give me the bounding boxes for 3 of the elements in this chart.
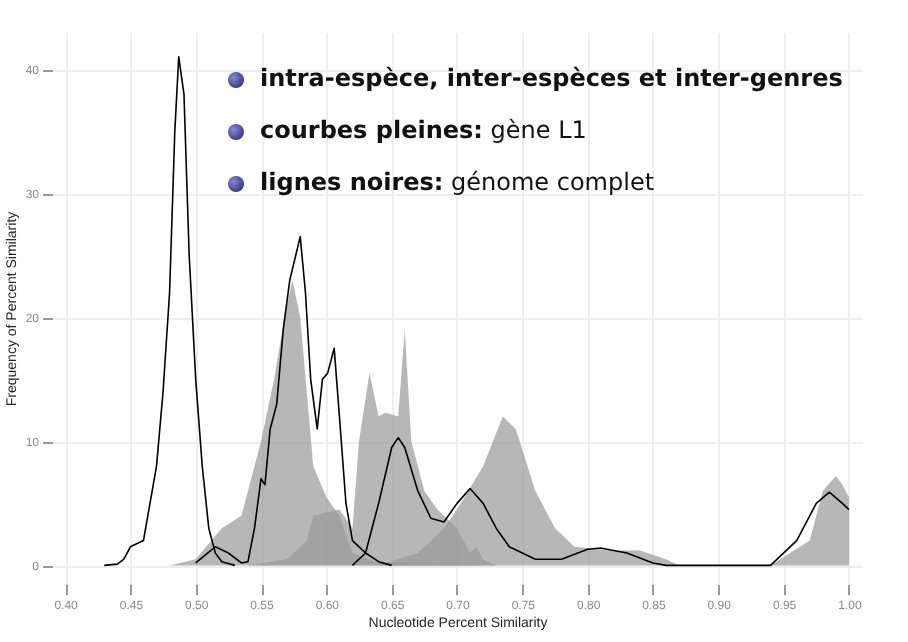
annotation: courbes pleines: gène L1 xyxy=(258,114,589,148)
annotation: intra-espèce, inter-espèces et inter-genres xyxy=(260,64,843,92)
annotation: lignes noires: génome complet xyxy=(258,166,657,200)
